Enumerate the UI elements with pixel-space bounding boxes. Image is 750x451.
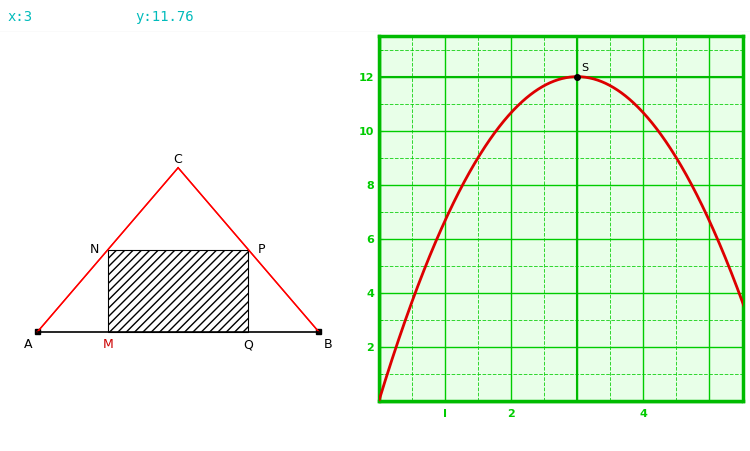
Text: S: S [581, 63, 588, 73]
Text: M: M [103, 338, 113, 351]
Bar [316, 329, 321, 334]
Text: 2: 2 [507, 409, 515, 419]
Text: x:3: x:3 [8, 10, 33, 24]
Bar [108, 250, 248, 332]
Text: B: B [324, 338, 332, 351]
Text: I: I [443, 409, 447, 419]
Bar [35, 329, 40, 334]
Text: P: P [258, 243, 266, 256]
Text: A: A [24, 338, 32, 351]
Text: C: C [174, 153, 182, 166]
Text: Q: Q [244, 338, 254, 351]
Text: N: N [90, 243, 99, 256]
Text: 4: 4 [639, 409, 647, 419]
Text: y:11.76: y:11.76 [135, 10, 194, 24]
